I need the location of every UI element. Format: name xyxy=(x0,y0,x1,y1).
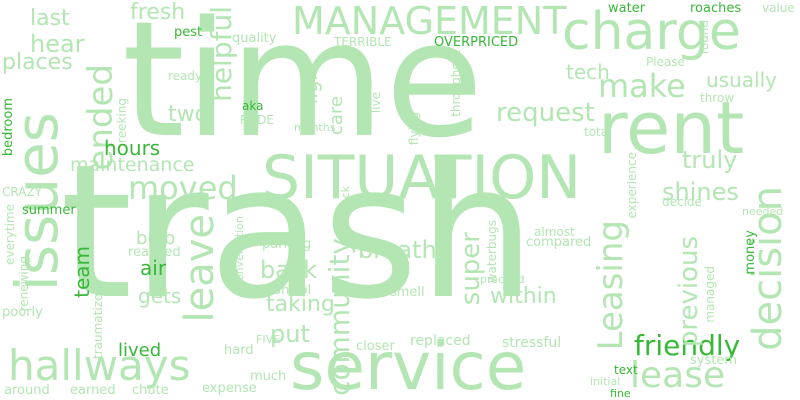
word-back: back xyxy=(260,256,318,284)
word-taking: taking xyxy=(266,292,335,317)
word-terrible: TERRIBLE xyxy=(334,35,392,49)
word-found: found xyxy=(697,20,711,55)
word-compared: compared xyxy=(526,235,592,250)
word-almost: almost xyxy=(534,225,575,239)
word-traumatized: traumatized xyxy=(91,286,105,359)
word-charge: charge xyxy=(562,2,741,62)
word-throw: throw xyxy=(700,91,735,105)
word-time: time xyxy=(122,0,484,173)
word-knock: knock xyxy=(339,186,352,219)
word-leave: leave xyxy=(177,214,223,323)
word-proceed: proceed xyxy=(480,273,525,286)
word-quality: quality xyxy=(232,31,277,46)
word-last: last xyxy=(30,6,70,31)
word-live: live xyxy=(369,92,383,114)
word-team: team xyxy=(70,246,94,298)
word-ready: ready xyxy=(168,69,203,83)
word-previous: previous xyxy=(674,236,704,348)
word-lived: lived xyxy=(118,340,162,361)
word-roaches: roaches xyxy=(690,1,742,16)
word-trash: trash xyxy=(60,124,536,340)
word-hear: hear xyxy=(30,30,85,58)
word-fine: fine xyxy=(610,387,631,400)
word-gets: gets xyxy=(138,284,182,308)
word-overpriced: OVERPRICED xyxy=(434,35,519,50)
word-decide: decide xyxy=(662,195,702,209)
word-within: within xyxy=(490,284,557,309)
word-months: months xyxy=(294,121,336,134)
word-management: MANAGEMENT xyxy=(292,0,567,43)
word-super: super xyxy=(456,232,486,306)
word-water: water xyxy=(608,1,646,16)
word-control: control xyxy=(266,283,312,298)
word-crazy: CRAZY xyxy=(2,185,42,199)
word-conversation: conversation xyxy=(233,216,246,288)
word-managed: managed xyxy=(703,266,717,323)
word-five: FIVE xyxy=(256,333,281,346)
word-total: total xyxy=(584,125,612,139)
word-earned: earned xyxy=(70,383,116,398)
word-closer: closer xyxy=(356,339,395,354)
word-hours: hours xyxy=(104,136,161,160)
word-money: money xyxy=(743,230,758,275)
word-stressful: stressful xyxy=(502,335,562,351)
word-places: places xyxy=(2,50,73,75)
word-replaced: replaced xyxy=(410,333,471,349)
word-helpful: helpful xyxy=(205,6,238,102)
word-moved: moved xyxy=(128,169,238,207)
word-bedroom: bedroom xyxy=(1,98,16,157)
word-air: air xyxy=(140,256,167,280)
word-text: text xyxy=(614,363,638,377)
word-breath: breath xyxy=(358,236,437,264)
word-friendly: friendly xyxy=(634,329,741,362)
word-much: much xyxy=(250,369,287,384)
word-fresh: fresh xyxy=(130,0,186,25)
word-parking: parking xyxy=(262,237,312,252)
word-renewing: renewing xyxy=(17,256,31,312)
word-lease: lease xyxy=(630,355,726,396)
word-poorly: poorly xyxy=(2,305,43,320)
word-bulb: bulb xyxy=(136,228,176,249)
word-initial: initial xyxy=(590,375,621,388)
word-reeking: reeking xyxy=(115,98,129,143)
word-aka: aka xyxy=(242,99,264,113)
word-chute: chute xyxy=(132,383,169,398)
word-hallways: hallways xyxy=(8,341,191,390)
word-hard: hard xyxy=(224,343,254,358)
word-truly: truly xyxy=(682,146,738,174)
word-flying: flying xyxy=(407,112,421,146)
word-rent: rent xyxy=(598,86,745,170)
word-expense: expense xyxy=(202,381,257,396)
word-experience: experience xyxy=(625,152,639,219)
word-service: service xyxy=(290,328,527,400)
word-request: request xyxy=(496,98,595,128)
word-value: value xyxy=(762,1,795,15)
word-everytime: everytime xyxy=(3,204,17,266)
word-light: light xyxy=(298,60,322,105)
word-rude: RUDE xyxy=(240,113,274,127)
word-throughout: throughout xyxy=(449,50,463,117)
word-needed: needed xyxy=(742,205,784,218)
word-summer: summer xyxy=(22,203,76,218)
word-leasing: Leasing xyxy=(591,220,631,351)
word-put: put xyxy=(270,320,310,348)
word-two: two xyxy=(168,102,209,127)
word-pest: pest xyxy=(174,25,203,40)
word-maintenance: maintenance xyxy=(70,154,195,176)
word-usually: usually xyxy=(706,68,777,92)
word-please: Please xyxy=(646,55,685,69)
word-shines: shines xyxy=(662,178,739,206)
word-tech: tech xyxy=(566,60,610,84)
word-situation: SITUATION xyxy=(262,143,582,213)
word-smell: smell xyxy=(390,285,425,300)
word-around: around xyxy=(4,383,50,398)
word-reached: reached xyxy=(128,245,181,260)
word-make: make xyxy=(598,67,686,105)
word-system: system xyxy=(690,353,737,368)
